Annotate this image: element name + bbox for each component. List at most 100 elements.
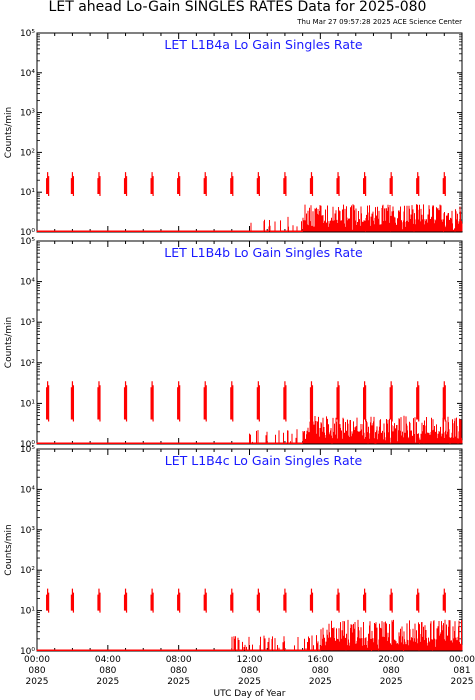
x-tick-label: 2025 xyxy=(167,677,190,687)
spike-mark xyxy=(70,588,75,613)
x-tick-label: 2025 xyxy=(96,677,119,687)
x-tick-label: 08:00 xyxy=(166,655,192,665)
spike-mark xyxy=(177,381,181,422)
series-group xyxy=(36,588,463,651)
spike-mark xyxy=(150,588,154,613)
x-tick-label: 2025 xyxy=(26,677,49,687)
x-axis-label: UTC Day of Year xyxy=(214,689,286,699)
spike-mark xyxy=(177,588,181,613)
spike-mark xyxy=(46,588,50,613)
y-tick-label: 10¹ xyxy=(20,188,35,198)
x-tick-label: 00:00 xyxy=(449,655,475,665)
y-tick-label: 10⁵ xyxy=(20,445,35,455)
spike-mark xyxy=(230,381,234,422)
spike-mark xyxy=(416,381,420,422)
y-tick-label: 10² xyxy=(20,359,35,369)
x-tick-label: 080 xyxy=(99,666,116,676)
x-tick-label: 2025 xyxy=(451,677,474,687)
y-tick-label: 10⁴ xyxy=(20,278,35,288)
y-tick-label: 10³ xyxy=(20,109,35,119)
spike-mark xyxy=(363,588,367,613)
y-tick-label: 10³ xyxy=(20,526,35,536)
spike-mark xyxy=(309,172,314,197)
x-tick-label: 080 xyxy=(170,666,187,676)
spike-mark xyxy=(363,381,367,422)
x-tick-label: 2025 xyxy=(238,677,261,687)
spike-mark xyxy=(336,172,340,197)
spike-mark xyxy=(309,588,314,613)
y-tick-label: 10¹ xyxy=(20,607,35,617)
spike-mark xyxy=(177,172,181,197)
y-axis-label: Counts/min xyxy=(4,524,14,575)
x-tick-label: 081 xyxy=(453,666,470,676)
spike-mark xyxy=(123,172,128,197)
y-tick-label: 10⁵ xyxy=(20,237,35,247)
spike-mark xyxy=(256,172,260,197)
spike-mark xyxy=(46,381,50,422)
x-tick-label: 04:00 xyxy=(95,655,121,665)
spike-mark xyxy=(416,588,420,613)
y-tick-label: 10³ xyxy=(20,318,35,328)
chart-title: LET ahead Lo-Gain SINGLES RATES Data for… xyxy=(48,0,427,15)
spike-mark xyxy=(97,381,101,422)
panel-frame xyxy=(36,32,463,233)
spike-mark xyxy=(97,588,101,613)
spike-mark xyxy=(442,588,446,613)
spike-mark xyxy=(123,588,128,613)
spike-mark xyxy=(203,588,207,613)
x-tick-label: 080 xyxy=(383,666,400,676)
spike-mark xyxy=(283,381,287,422)
spike-mark xyxy=(97,172,101,197)
spike-mark xyxy=(283,172,287,197)
spike-mark xyxy=(283,588,287,613)
y-tick-label: 10⁵ xyxy=(20,29,35,39)
y-tick-label: 10⁰ xyxy=(20,228,35,238)
spike-mark xyxy=(336,588,340,613)
spike-mark xyxy=(46,172,50,197)
x-tick-label: 080 xyxy=(28,666,45,676)
series-group xyxy=(36,381,463,444)
noise-series xyxy=(36,619,463,651)
x-tick-label: 20:00 xyxy=(378,655,404,665)
spike-mark xyxy=(442,381,446,422)
spike-mark xyxy=(230,588,234,613)
x-tick-label: 080 xyxy=(312,666,329,676)
panel-title: LET L1B4a Lo Gain Singles Rate xyxy=(164,37,363,52)
spike-mark xyxy=(416,172,420,197)
y-tick-label: 10² xyxy=(20,566,35,576)
y-tick-label: 10⁰ xyxy=(20,440,35,450)
spike-mark xyxy=(150,381,154,422)
y-axis-label: Counts/min xyxy=(4,107,14,158)
spike-mark xyxy=(256,588,260,613)
spike-mark xyxy=(309,381,314,422)
spike-mark xyxy=(123,381,128,422)
spike-mark xyxy=(363,172,367,197)
noise-series xyxy=(36,415,463,444)
spike-mark xyxy=(442,172,446,197)
x-tick-label: 12:00 xyxy=(237,655,263,665)
series-group xyxy=(36,172,463,232)
x-tick-label: 2025 xyxy=(309,677,332,687)
spike-mark xyxy=(70,172,75,197)
spike-mark xyxy=(336,381,340,422)
credit-line: Thu Mar 27 09:57:28 2025 ACE Science Cen… xyxy=(297,18,462,26)
y-tick-label: 10⁴ xyxy=(20,485,35,495)
spike-mark xyxy=(389,588,393,613)
spike-mark xyxy=(203,381,207,422)
spike-mark xyxy=(230,172,234,197)
y-tick-label: 10⁰ xyxy=(20,647,35,657)
y-axis-label: Counts/min xyxy=(4,317,14,368)
y-tick-label: 10¹ xyxy=(20,399,35,409)
spike-mark xyxy=(70,381,75,422)
panel-title: LET L1B4c Lo Gain Singles Rate xyxy=(165,453,363,468)
panel-frame xyxy=(36,240,463,445)
x-tick-label: 16:00 xyxy=(307,655,333,665)
spike-mark xyxy=(389,172,393,197)
x-tick-label: 00:00 xyxy=(24,655,50,665)
spike-mark xyxy=(150,172,154,197)
x-tick-label: 080 xyxy=(241,666,258,676)
spike-mark xyxy=(203,172,207,197)
y-tick-label: 10⁴ xyxy=(20,69,35,79)
y-tick-label: 10² xyxy=(20,148,35,158)
